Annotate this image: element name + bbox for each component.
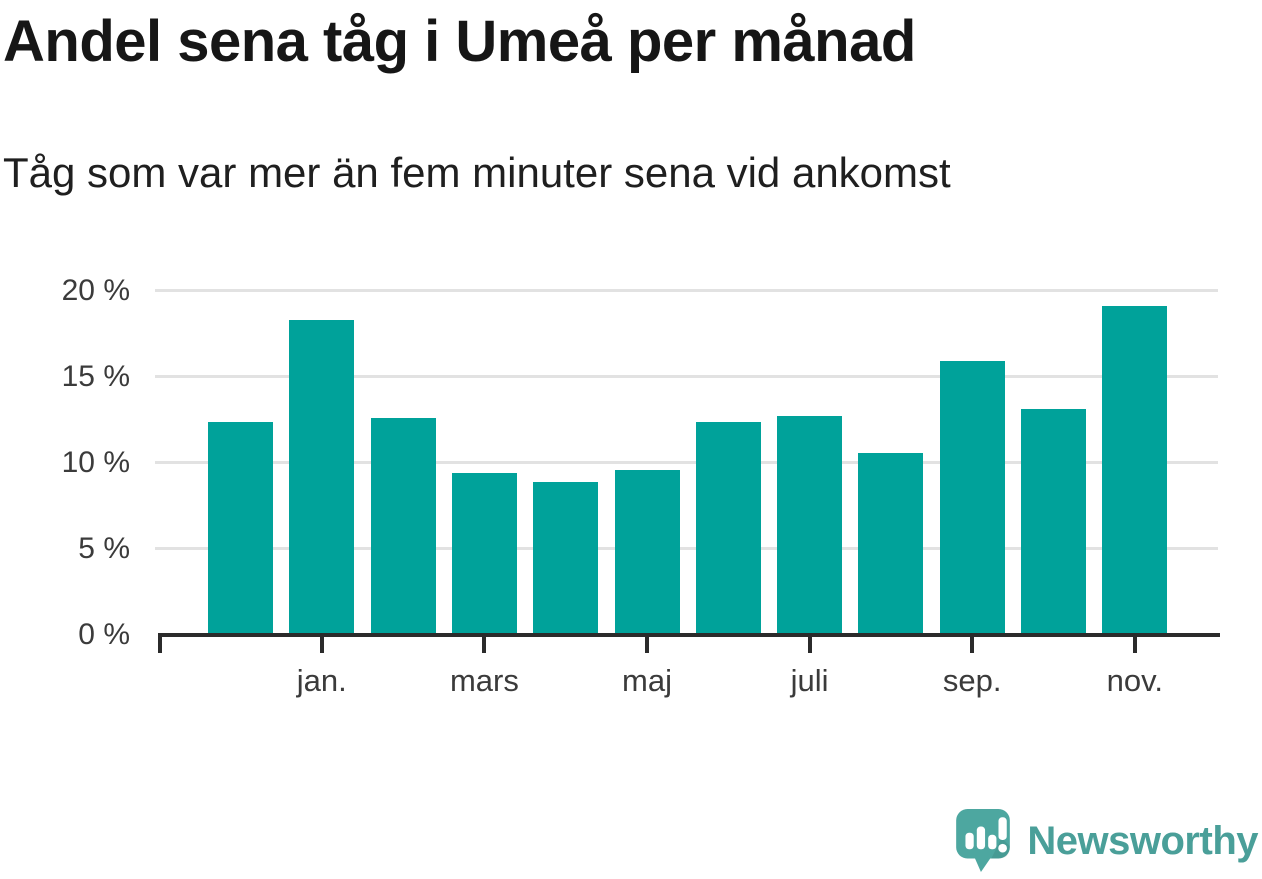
- bar: [939, 361, 1005, 635]
- gridline: [155, 461, 1218, 465]
- y-axis-label: 0 %: [78, 618, 130, 651]
- y-axis-label: 5 %: [78, 531, 130, 565]
- x-axis-label: juli: [790, 663, 829, 698]
- y-axis-labels: 0 % 5 % 10 % 15 % 20 %: [0, 270, 130, 651]
- x-axis-label: nov.: [1106, 663, 1163, 698]
- x-axis-label: maj: [622, 663, 672, 698]
- bar: [1102, 306, 1168, 635]
- axis-tick: [807, 635, 812, 653]
- newsworthy-logo: Newsworthy: [956, 807, 1258, 875]
- bar: [1021, 409, 1086, 635]
- bar: [370, 418, 436, 635]
- axis-tick: [645, 635, 649, 653]
- y-axis-label: 10 %: [61, 445, 130, 479]
- gridline: [155, 289, 1218, 293]
- chart-subtitle: Tåg som var mer än fem minuter sena vid …: [3, 149, 951, 196]
- axis-origin-tick: [158, 635, 162, 653]
- page-title: Andel sena tåg i Umeå per månad: [3, 9, 916, 74]
- bar: [208, 421, 273, 635]
- x-axis-line: [158, 633, 1220, 637]
- bar: [533, 481, 599, 635]
- axis-tick: [482, 635, 487, 653]
- bar: [289, 319, 355, 635]
- plot-area: [155, 270, 1220, 637]
- bar: [695, 421, 761, 635]
- bar: [777, 416, 843, 635]
- bar-chart: 0 % 5 % 10 % 15 % 20 % jan. mars maj juli sep. no…: [0, 270, 1262, 715]
- newsworthy-logo-icon: [956, 809, 1011, 872]
- y-axis-label: 20 %: [61, 273, 130, 307]
- x-axis-label: jan.: [296, 663, 347, 698]
- axis-tick: [970, 635, 975, 653]
- axis-tick: [319, 635, 324, 653]
- bar: [614, 469, 680, 635]
- newsworthy-logo-text: Newsworthy: [1027, 819, 1258, 863]
- gridline: [155, 547, 1218, 551]
- y-axis-label: 15 %: [61, 359, 130, 393]
- bar: [858, 452, 924, 635]
- x-axis-label: mars: [449, 663, 519, 698]
- gridline: [155, 375, 1218, 379]
- bar: [451, 473, 517, 635]
- x-axis-label: sep.: [942, 663, 1002, 698]
- axis-tick: [1132, 635, 1137, 653]
